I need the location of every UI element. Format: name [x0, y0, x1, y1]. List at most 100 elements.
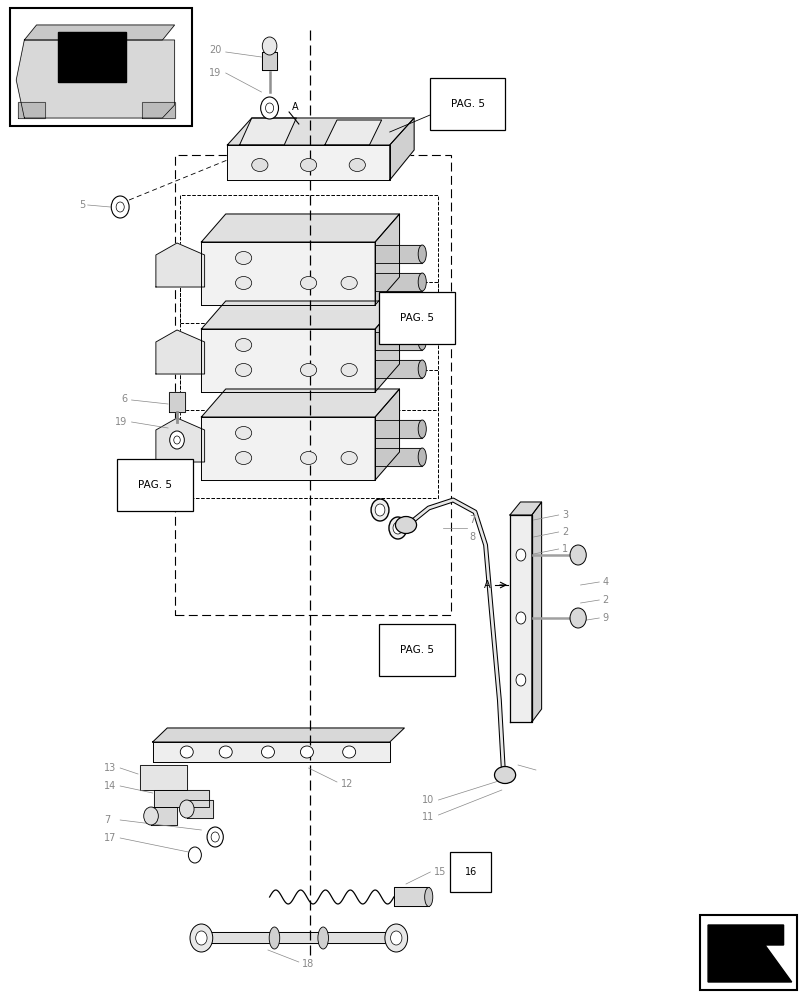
- Text: 6: 6: [121, 394, 127, 404]
- Bar: [174, 155, 450, 615]
- Circle shape: [388, 517, 406, 539]
- Circle shape: [516, 674, 525, 686]
- Text: 19: 19: [209, 68, 221, 78]
- Bar: [180, 370, 438, 498]
- Ellipse shape: [219, 746, 232, 758]
- Polygon shape: [375, 360, 422, 378]
- Polygon shape: [151, 807, 177, 825]
- Polygon shape: [375, 245, 422, 263]
- Polygon shape: [152, 728, 404, 742]
- Text: 12: 12: [341, 779, 353, 789]
- Ellipse shape: [341, 363, 357, 376]
- Text: A: A: [292, 102, 298, 112]
- Polygon shape: [187, 800, 212, 818]
- Circle shape: [384, 924, 407, 952]
- Polygon shape: [201, 301, 399, 329]
- Polygon shape: [227, 118, 414, 145]
- Polygon shape: [509, 502, 541, 515]
- Text: 1: 1: [561, 544, 568, 554]
- Circle shape: [516, 612, 525, 624]
- Circle shape: [179, 800, 194, 818]
- Polygon shape: [156, 418, 204, 462]
- Polygon shape: [156, 243, 204, 287]
- Circle shape: [211, 832, 219, 842]
- Ellipse shape: [317, 927, 328, 949]
- Circle shape: [262, 37, 277, 55]
- Circle shape: [195, 931, 207, 945]
- Polygon shape: [201, 214, 399, 242]
- Text: 19: 19: [115, 417, 127, 427]
- Circle shape: [116, 202, 124, 212]
- Text: 4: 4: [602, 577, 608, 587]
- Circle shape: [265, 103, 273, 113]
- Polygon shape: [375, 332, 422, 350]
- Polygon shape: [375, 420, 422, 438]
- Ellipse shape: [261, 746, 274, 758]
- Polygon shape: [509, 515, 531, 722]
- Ellipse shape: [349, 158, 365, 172]
- Polygon shape: [324, 120, 381, 145]
- Polygon shape: [139, 765, 187, 790]
- Ellipse shape: [424, 888, 432, 906]
- Polygon shape: [375, 448, 422, 466]
- Ellipse shape: [300, 276, 316, 290]
- Polygon shape: [393, 887, 428, 906]
- Polygon shape: [24, 25, 174, 40]
- Polygon shape: [375, 214, 399, 305]
- Circle shape: [569, 608, 586, 628]
- Circle shape: [169, 431, 184, 449]
- Ellipse shape: [235, 363, 251, 376]
- Text: 8: 8: [469, 532, 475, 542]
- Polygon shape: [18, 102, 45, 118]
- Circle shape: [375, 504, 384, 516]
- Circle shape: [174, 436, 180, 444]
- Ellipse shape: [341, 452, 357, 464]
- Text: PAG. 5: PAG. 5: [450, 99, 484, 109]
- Ellipse shape: [235, 338, 251, 352]
- Polygon shape: [152, 742, 389, 762]
- Ellipse shape: [268, 927, 279, 949]
- Ellipse shape: [418, 360, 426, 378]
- Text: 10: 10: [422, 795, 434, 805]
- Polygon shape: [375, 301, 399, 392]
- Circle shape: [516, 549, 525, 561]
- Ellipse shape: [300, 746, 313, 758]
- Text: 11: 11: [422, 812, 434, 822]
- Circle shape: [111, 196, 129, 218]
- Polygon shape: [169, 392, 185, 412]
- Text: 17: 17: [104, 833, 116, 843]
- Polygon shape: [201, 329, 375, 392]
- Polygon shape: [201, 417, 375, 480]
- Text: 14: 14: [104, 781, 116, 791]
- Ellipse shape: [251, 158, 268, 172]
- Text: 5: 5: [79, 200, 86, 210]
- Ellipse shape: [300, 158, 316, 172]
- Polygon shape: [389, 118, 414, 180]
- Ellipse shape: [235, 276, 251, 290]
- Ellipse shape: [418, 448, 426, 466]
- Ellipse shape: [418, 273, 426, 291]
- Polygon shape: [16, 40, 174, 118]
- Polygon shape: [201, 389, 399, 417]
- Text: 9: 9: [602, 613, 608, 623]
- Polygon shape: [227, 145, 389, 180]
- Circle shape: [144, 807, 158, 825]
- Text: 15: 15: [433, 867, 445, 877]
- Text: PAG. 5: PAG. 5: [400, 645, 434, 655]
- Text: 3: 3: [561, 510, 568, 520]
- Text: 2: 2: [561, 527, 568, 537]
- Polygon shape: [154, 790, 209, 807]
- Ellipse shape: [235, 251, 251, 264]
- Polygon shape: [375, 273, 422, 291]
- Text: A: A: [483, 580, 490, 590]
- Circle shape: [207, 827, 223, 847]
- Text: 13: 13: [104, 763, 116, 773]
- Ellipse shape: [235, 452, 251, 464]
- Polygon shape: [156, 330, 204, 374]
- Circle shape: [371, 499, 388, 521]
- Polygon shape: [58, 32, 126, 82]
- Ellipse shape: [180, 746, 193, 758]
- Polygon shape: [531, 502, 541, 722]
- Polygon shape: [707, 925, 791, 982]
- Circle shape: [188, 847, 201, 863]
